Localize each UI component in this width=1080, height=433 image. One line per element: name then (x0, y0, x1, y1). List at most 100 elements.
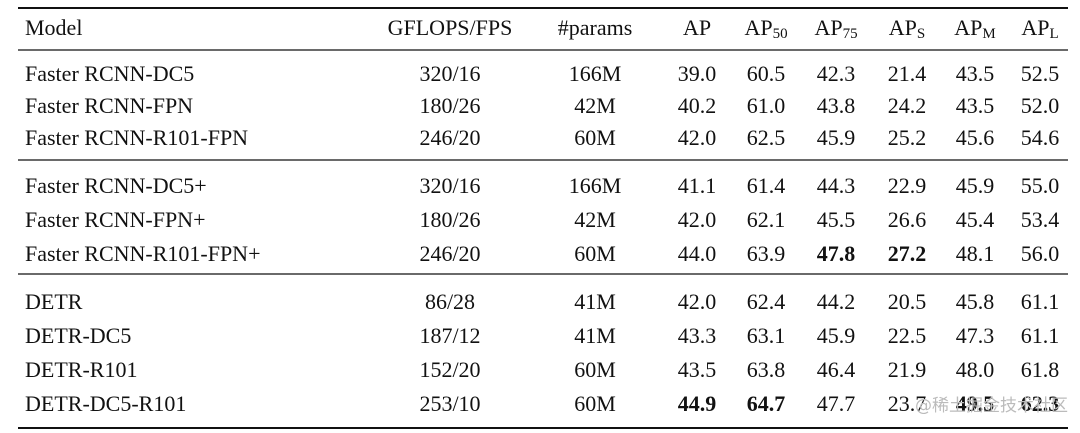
cell: 62.5 (747, 125, 786, 150)
header-cell: AP50 (744, 15, 787, 42)
header-sub: M (982, 26, 995, 42)
cell: 60M (574, 125, 616, 150)
cell: 43.5 (956, 61, 995, 86)
cell: 25.2 (888, 125, 927, 150)
cell: 42.0 (678, 207, 717, 232)
cell: 61.1 (1021, 323, 1060, 348)
cell: 246/20 (419, 241, 480, 266)
cell: 320/16 (419, 173, 480, 198)
cell: 253/10 (419, 391, 480, 416)
cell: 43.3 (678, 323, 717, 348)
cell: 48.0 (956, 357, 995, 382)
model-name: Faster RCNN-DC5+ (25, 173, 207, 198)
cell: 43.5 (678, 357, 717, 382)
header-sub: 50 (773, 26, 788, 42)
header-cell: AP (683, 15, 711, 40)
model-name: DETR-R101 (25, 357, 137, 382)
cell: 52.0 (1021, 93, 1060, 118)
header-cell: APM (954, 15, 995, 42)
cell: 44.2 (817, 289, 856, 314)
model-name: Faster RCNN-R101-FPN (25, 125, 248, 150)
cell: 45.4 (956, 207, 995, 232)
cell: 44.0 (678, 241, 717, 266)
header-cell: APS (889, 15, 925, 42)
cell: 42M (574, 93, 616, 118)
cell: 320/16 (419, 61, 480, 86)
header-cell: Model (25, 15, 82, 40)
cell: 55.0 (1021, 173, 1060, 198)
cell: 45.9 (817, 323, 856, 348)
cell: 21.4 (888, 61, 927, 86)
model-name: DETR-DC5-R101 (25, 391, 186, 416)
cell: 52.5 (1021, 61, 1060, 86)
cell: 44.9 (678, 391, 717, 416)
cell: 23.7 (888, 391, 927, 416)
cell: 41.1 (678, 173, 717, 198)
model-name: Faster RCNN-DC5 (25, 61, 194, 86)
cell: 22.9 (888, 173, 927, 198)
header-sub: L (1049, 26, 1058, 42)
cell: 49.5 (956, 391, 995, 416)
header-text: AP (889, 15, 917, 40)
cell: 166M (569, 173, 622, 198)
cell: 187/12 (419, 323, 480, 348)
model-name: Faster RCNN-FPN (25, 93, 193, 118)
header-text: AP (744, 15, 772, 40)
cell: 46.4 (817, 357, 856, 382)
header-text: #params (558, 15, 633, 40)
cell: 43.8 (817, 93, 856, 118)
cell: 61.1 (1021, 289, 1060, 314)
model-name: Faster RCNN-FPN+ (25, 207, 205, 232)
watermark: @稀土掘金技术社区 (915, 396, 1068, 416)
header-text: Model (25, 15, 82, 40)
cell: 20.5 (888, 289, 927, 314)
cell: 61.4 (747, 173, 786, 198)
cell: 63.1 (747, 323, 786, 348)
cell: 60M (574, 357, 616, 382)
cell: 60M (574, 241, 616, 266)
header-sub: S (917, 26, 925, 42)
cell: 21.9 (888, 357, 927, 382)
cell: 47.8 (817, 241, 856, 266)
cell: 41M (574, 289, 616, 314)
header-text: AP (1021, 15, 1049, 40)
cell: 45.5 (817, 207, 856, 232)
cell: 42.3 (817, 61, 856, 86)
cell: 61.8 (1021, 357, 1060, 382)
cell: 48.1 (956, 241, 995, 266)
header-text: AP (954, 15, 982, 40)
cell: 45.6 (956, 125, 995, 150)
cell: 61.0 (747, 93, 786, 118)
cell: 27.2 (888, 241, 927, 266)
cell: 42.0 (678, 125, 717, 150)
cell: 44.3 (817, 173, 856, 198)
cell: 64.7 (747, 391, 786, 416)
header-text: AP (683, 15, 711, 40)
cell: 45.9 (956, 173, 995, 198)
cell: 43.5 (956, 93, 995, 118)
model-name: DETR (25, 289, 83, 314)
cell: 45.9 (817, 125, 856, 150)
header-cell: GFLOPS/FPS (388, 15, 513, 40)
header-cell: APL (1021, 15, 1058, 42)
cell: 246/20 (419, 125, 480, 150)
cell: 41M (574, 323, 616, 348)
cell: 180/26 (419, 93, 480, 118)
cell: 86/28 (425, 289, 475, 314)
cell: 62.4 (747, 289, 786, 314)
model-name: Faster RCNN-R101-FPN+ (25, 241, 260, 266)
cell: 62.3 (1021, 391, 1060, 416)
cell: 42M (574, 207, 616, 232)
cell: 24.2 (888, 93, 927, 118)
cell: 63.9 (747, 241, 786, 266)
cell: 166M (569, 61, 622, 86)
cell: 40.2 (678, 93, 717, 118)
header-sub: 75 (843, 26, 858, 42)
header-text: AP (814, 15, 842, 40)
cell: 22.5 (888, 323, 927, 348)
cell: 60.5 (747, 61, 786, 86)
cell: 53.4 (1021, 207, 1060, 232)
cell: 63.8 (747, 357, 786, 382)
cell: 56.0 (1021, 241, 1060, 266)
